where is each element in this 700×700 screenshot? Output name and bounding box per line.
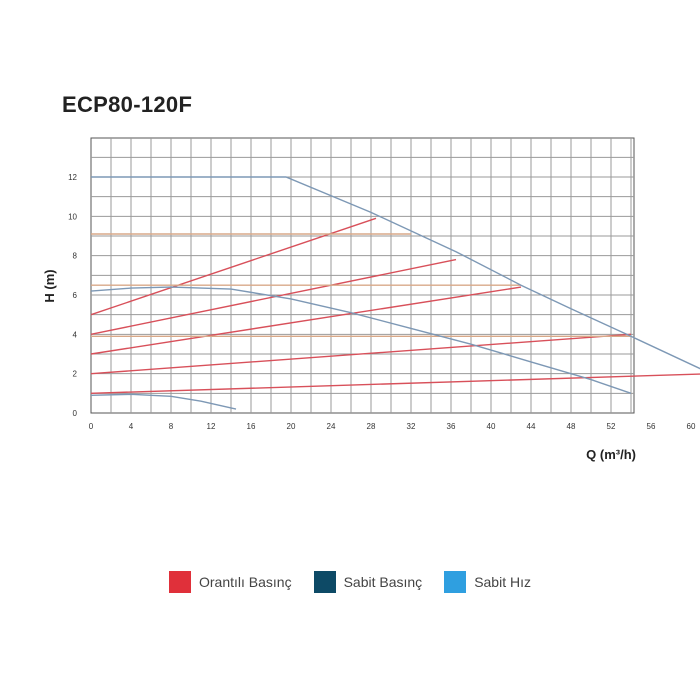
y-tick-label: 2 [73,370,78,379]
grid [90,137,635,414]
legend-item: Sabit Hız [444,571,531,593]
y-axis-label: H (m) [42,269,57,302]
series-line-11 [90,393,237,410]
y-tick-label: 4 [73,330,78,339]
legend-swatch [168,571,191,593]
y-tick-label: 10 [68,212,77,221]
legend-label: Sabit Hız [474,574,531,590]
x-tick-label: 16 [247,422,256,431]
series-layer [90,176,700,410]
series-line-10 [90,286,632,394]
series-line-2 [90,258,457,335]
x-tick-label: 4 [129,422,134,431]
chart-title: ECP80-120F [62,92,193,117]
x-tick-label: 12 [207,422,216,431]
series-line-9 [91,176,700,370]
x-axis-label: Q (m³/h) [586,447,636,462]
x-tick-label: 0 [89,422,94,431]
x-tick-label: 44 [527,422,536,431]
legend-label: Orantılı Basınç [198,574,292,590]
series-line-5 [90,373,700,394]
y-tick-label: 0 [73,409,78,418]
tick-labels: 0481216202428323640444852566064024681012 [68,173,696,431]
legend-label: Sabit Basınç [343,574,423,590]
x-tick-label: 48 [567,422,576,431]
x-tick-label: 24 [327,422,336,431]
y-tick-label: 12 [68,173,77,182]
x-tick-label: 32 [407,422,416,431]
x-tick-label: 8 [169,422,174,431]
series-line-4 [90,333,632,375]
y-tick-label: 8 [73,252,78,261]
x-tick-label: 52 [607,422,616,431]
x-tick-label: 36 [447,422,456,431]
x-tick-label: 28 [367,422,376,431]
series-line-3 [90,286,522,355]
legend-item: Orantılı Basınç [168,571,292,593]
legend-swatch [444,571,467,593]
legend-item: Sabit Basınç [313,571,423,593]
x-tick-label: 56 [647,422,656,431]
x-tick-label: 40 [487,422,496,431]
legend-swatch [313,571,336,593]
x-tick-label: 20 [287,422,296,431]
x-tick-label: 60 [687,422,696,431]
y-tick-label: 6 [73,291,78,300]
legend: Orantılı Basınç Sabit Basınç Sabit Hız [0,571,700,593]
